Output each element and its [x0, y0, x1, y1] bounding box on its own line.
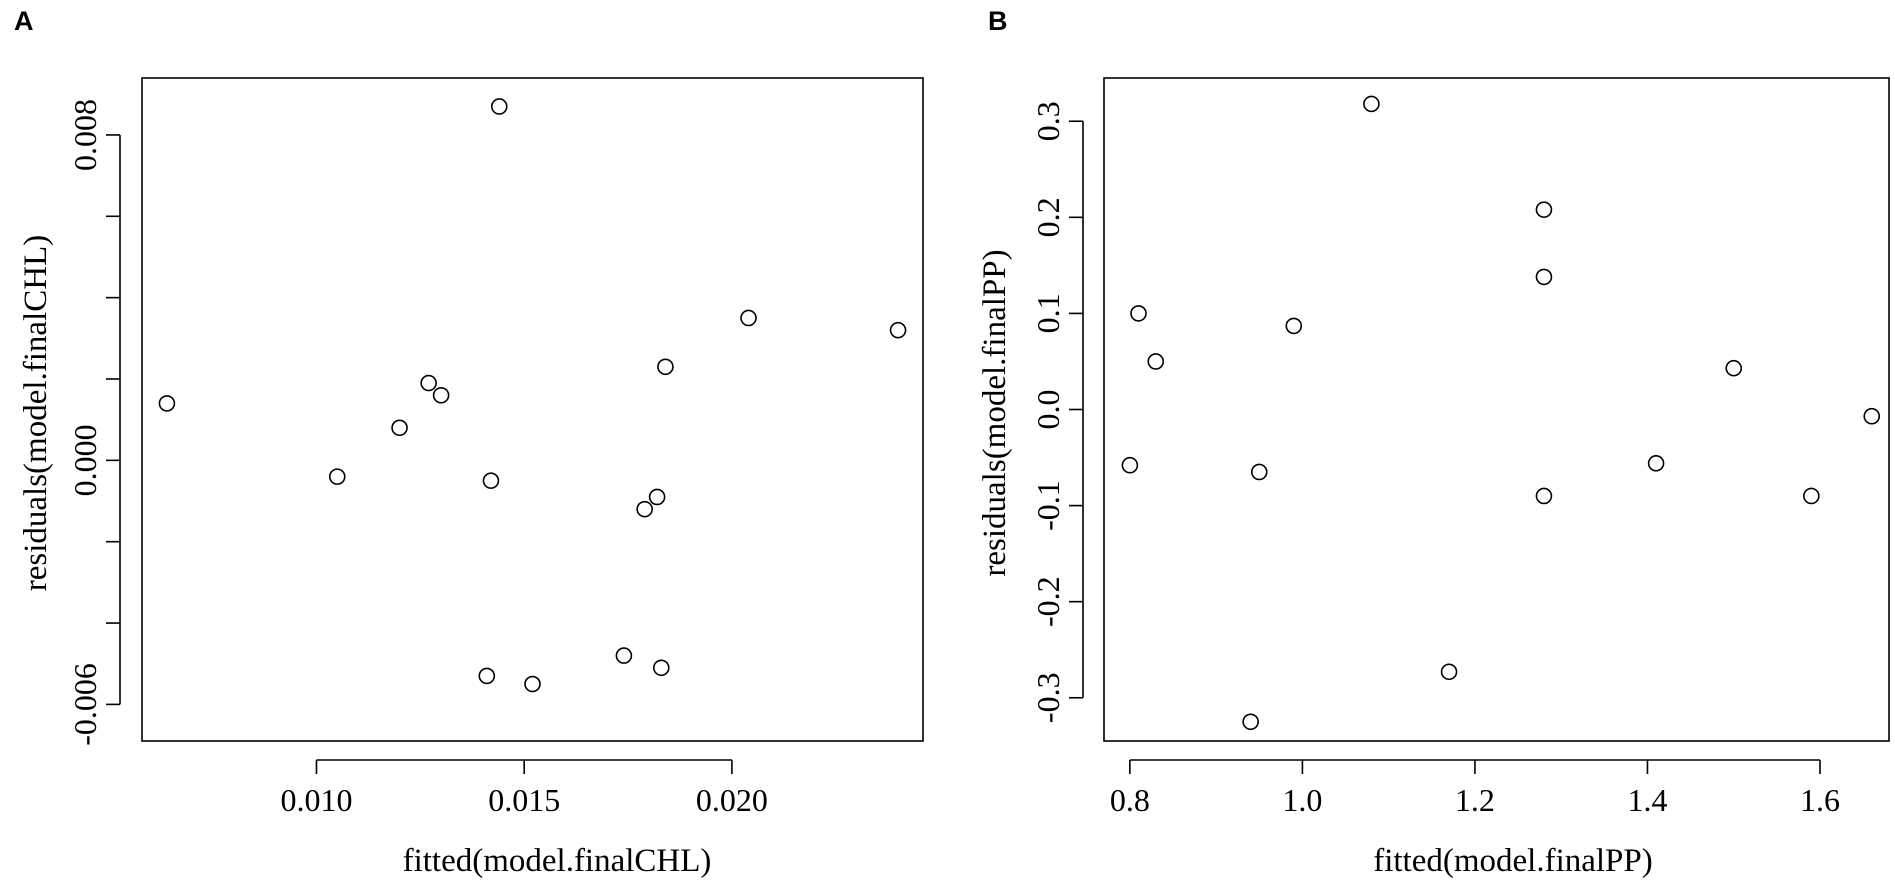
panel-b-data-point: [1130, 305, 1147, 322]
panel-b-points: [1121, 95, 1881, 731]
panel-b-data-point: [1242, 713, 1259, 731]
panel-a-x-tick-label: 0.020: [696, 782, 768, 818]
panel-a-y-tick-label: 0.008: [67, 99, 103, 171]
panel-b-letter: B: [988, 6, 1008, 36]
panel-a-x-tick-label: 0.015: [488, 782, 560, 818]
panel-a: A 0.010 0.015 0.020 -0.006 0.000 0.008 fitte…: [14, 6, 924, 879]
panel-a-data-point: [391, 419, 408, 437]
panel-a-points: [158, 98, 907, 693]
panel-a-letter: A: [14, 6, 34, 36]
panel-b-data-point: [1535, 487, 1553, 505]
panel-a-data-point: [432, 386, 450, 404]
panel-a-data-point: [478, 667, 496, 685]
panel-b-data-point: [1440, 663, 1458, 681]
panel-b-y-tick-label: -0.1: [1030, 480, 1066, 531]
panel-b-data-point: [1147, 353, 1165, 370]
panel-b-x-axis: 0.8 1.0 1.2 1.4 1.6: [1110, 759, 1840, 818]
panel-a-y-axis: -0.006 0.000 0.008: [67, 99, 121, 746]
panel-a-y-axis-title: residuals(model.finalCHL): [18, 235, 54, 592]
panel-a-data-point: [889, 321, 907, 339]
panel-b-x-tick-label: 1.6: [1800, 782, 1840, 818]
panel-a-x-tick-label: 0.010: [280, 782, 352, 818]
panel-a-plot-frame: [141, 77, 924, 742]
panel-b-y-tick-label: -0.2: [1030, 576, 1066, 627]
panel-b-x-axis-title: fitted(model.finalPP): [1373, 843, 1653, 879]
panel-a-x-axis-title: fitted(model.finalCHL): [403, 843, 712, 879]
panel-b-data-point: [1535, 201, 1553, 218]
panel-b-y-tick-label: 0.0: [1030, 390, 1066, 430]
panel-b-y-axis: -0.3 -0.2 -0.1 0.0 0.1 0.2 0.3: [1030, 101, 1084, 723]
panel-b-data-point: [1535, 268, 1553, 286]
panel-b-data-point: [1803, 487, 1820, 505]
panel-a-data-point: [158, 395, 176, 412]
panel-a-y-tick-label: 0.000: [67, 424, 103, 496]
panel-b-data-point: [1121, 456, 1139, 474]
panel-a-data-point: [328, 468, 346, 485]
panel-b-x-tick-label: 1.0: [1282, 782, 1322, 818]
panel-a-data-point: [482, 472, 500, 489]
panel-b-data-point: [1863, 407, 1881, 425]
panel-b-x-tick-label: 0.8: [1110, 782, 1150, 818]
panel-b-data-point: [1647, 455, 1665, 472]
panel-b-y-tick-label: 0.1: [1030, 293, 1066, 333]
panel-b-x-tick-label: 1.2: [1455, 782, 1495, 818]
panel-b-data-point: [1363, 95, 1380, 113]
panel-b-y-tick-label: 0.2: [1030, 197, 1066, 237]
panel-b-data-point: [1250, 463, 1268, 481]
panel-b-y-axis-title: residuals(model.finalPP): [977, 249, 1013, 576]
panel-a-data-point: [420, 374, 437, 392]
panel-a-data-point: [652, 659, 670, 677]
panel-b-plot-frame: [1103, 77, 1890, 742]
panel-b-y-tick-label: 0.3: [1030, 101, 1066, 141]
panel-a-data-point: [490, 98, 508, 115]
panel-b: B 0.8 1.0 1.2 1.4 1.6 -0.3 -0.2 -0.1 0.0 0.1 0.2 0…: [977, 6, 1890, 879]
panel-a-data-point: [657, 358, 674, 376]
panel-a-data-point: [615, 647, 633, 664]
panel-a-x-axis: 0.010 0.015 0.020: [280, 759, 768, 818]
panel-a-data-point: [648, 488, 666, 506]
panel-a-data-point: [524, 675, 541, 693]
panel-b-y-tick-label: -0.3: [1030, 672, 1066, 723]
panel-a-data-point: [740, 309, 757, 327]
panel-a-y-tick-label: -0.006: [67, 663, 103, 746]
panel-a-data-point: [636, 500, 653, 518]
panel-b-x-tick-label: 1.4: [1627, 782, 1667, 818]
panel-b-data-point: [1725, 359, 1743, 377]
panel-b-data-point: [1285, 317, 1303, 335]
